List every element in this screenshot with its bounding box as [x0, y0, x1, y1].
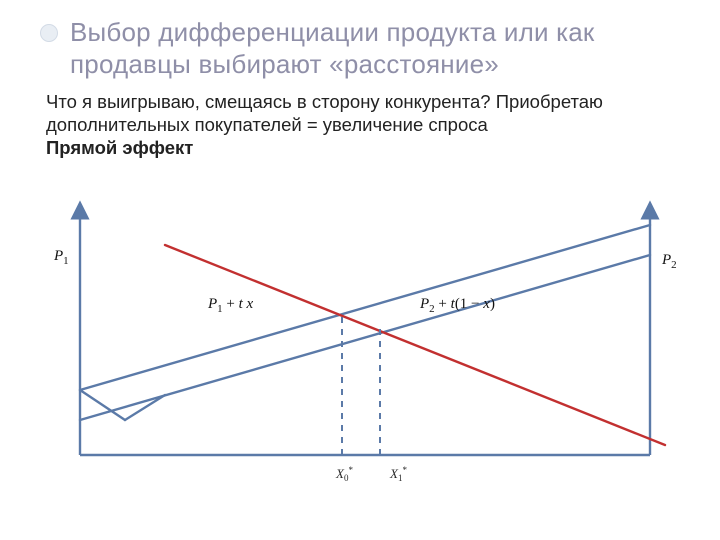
hotelling-diagram: P1 P2 P1 + t x P2 + t(1 − x) X0* X1*	[50, 200, 690, 520]
body-block: Что я выигрываю, смещаясь в сторону конк…	[46, 90, 680, 159]
title-bullet-icon	[40, 24, 58, 42]
body-line-1: Что я выигрываю, смещаясь в сторону конк…	[46, 90, 680, 136]
svg-text:P2: P2	[661, 252, 677, 271]
svg-text:P2 + t(1 − x): P2 + t(1 − x)	[419, 296, 495, 315]
body-line-2: Прямой эффект	[46, 136, 680, 159]
title-row: Выбор дифференциации продукта или как пр…	[40, 16, 680, 80]
chart: P1 P2 P1 + t x P2 + t(1 − x) X0* X1*	[50, 200, 690, 520]
svg-text:X1*: X1*	[389, 465, 407, 483]
slide-title: Выбор дифференциации продукта или как пр…	[70, 16, 680, 80]
svg-text:P1 + t x: P1 + t x	[207, 296, 254, 315]
svg-text:X0*: X0*	[335, 465, 353, 483]
svg-text:P1: P1	[53, 248, 69, 267]
